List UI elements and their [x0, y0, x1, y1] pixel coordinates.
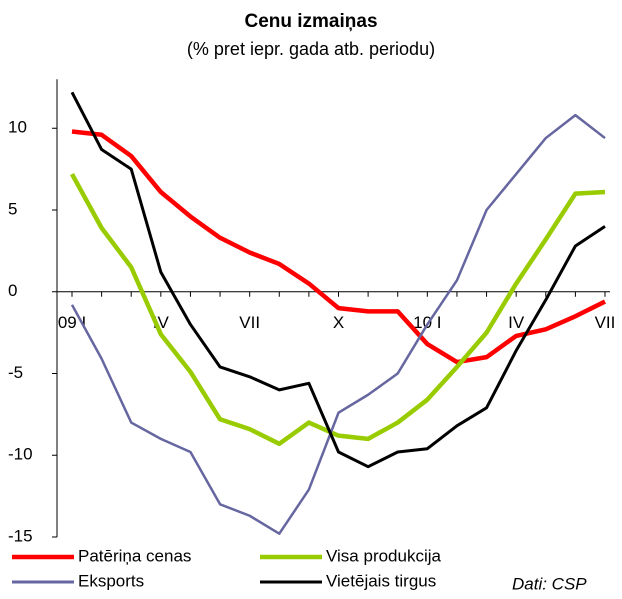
chart-title: Cenu izmaiņas — [244, 11, 377, 32]
x-tick-label: VII — [595, 313, 616, 332]
y-tick-label: -10 — [8, 445, 33, 464]
line-series — [70, 172, 606, 447]
x-tick-label: X — [333, 313, 344, 332]
legend-label: Visa produkcija — [326, 546, 442, 565]
line-series — [71, 129, 607, 365]
line-series — [70, 91, 606, 469]
annotation: Dati: CSP — [512, 574, 587, 593]
legend-label: Eksports — [78, 571, 144, 590]
y-tick-label: -15 — [8, 526, 33, 545]
x-tick-label: VII — [239, 313, 260, 332]
y-tick-label: 10 — [8, 118, 27, 137]
y-tick-label: -5 — [8, 363, 23, 382]
y-tick-label: 0 — [8, 281, 17, 300]
legend-label: Vietējais tirgus — [326, 571, 436, 590]
legend-label: Patēriņa cenas — [78, 546, 191, 565]
y-tick-label: 5 — [8, 199, 17, 218]
line-series — [70, 113, 606, 535]
x-tick-label: IV — [508, 313, 525, 332]
chart-subtitle: (% pret iepr. gada atb. periodu) — [187, 39, 435, 59]
